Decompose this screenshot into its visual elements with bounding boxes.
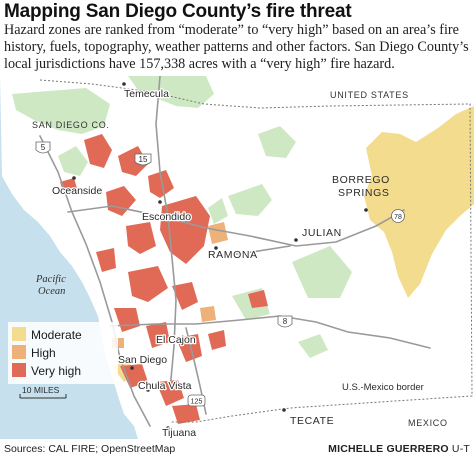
- svg-text:TECATE: TECATE: [290, 415, 334, 427]
- legend-item-very-high: Very high: [12, 363, 81, 378]
- svg-text:15: 15: [139, 155, 148, 164]
- svg-text:High: High: [31, 346, 56, 360]
- svg-text:BORREGO: BORREGO: [332, 174, 390, 186]
- highway-78-shield: 78: [391, 209, 405, 223]
- place-ramona: RAMONA: [207, 246, 258, 262]
- label-ocean: Ocean: [38, 286, 65, 297]
- place-tijuana: Tijuana: [161, 426, 198, 439]
- svg-text:Very high: Very high: [31, 364, 81, 378]
- svg-text:San Diego: San Diego: [118, 354, 167, 366]
- legend: Moderate High Very high: [8, 322, 118, 384]
- label-united-states: UNITED STATES: [330, 90, 409, 100]
- place-tecate: TECATE: [282, 408, 334, 427]
- legend-swatch-high: [12, 345, 26, 359]
- label-border: U.S.-Mexico border: [342, 382, 424, 393]
- svg-text:Escondido: Escondido: [142, 211, 191, 223]
- place-julian: JULIAN: [294, 226, 342, 242]
- legend-swatch-very-high: [12, 363, 26, 377]
- highway-8-shield: 8: [277, 315, 293, 328]
- credit: MICHELLE GUERRERO U-T: [328, 441, 470, 457]
- svg-text:Moderate: Moderate: [31, 328, 82, 342]
- svg-text:8: 8: [283, 317, 288, 326]
- place-oceanside: Oceanside: [51, 176, 104, 198]
- place-chula-vista: Chula Vista: [137, 379, 193, 394]
- svg-text:Tijuana: Tijuana: [162, 427, 196, 439]
- high-hazard-layer: [112, 222, 228, 348]
- scale-bar: 10 MILES: [19, 385, 67, 399]
- label-mexico: MEXICO: [408, 418, 448, 428]
- page-subtitle: Hazard zones are ranked from “moderate” …: [4, 22, 469, 72]
- very-high-hazard-layer: [60, 134, 268, 424]
- svg-text:El Cajon: El Cajon: [156, 334, 196, 346]
- highway-125-shield: 125: [187, 394, 206, 407]
- svg-text:78: 78: [394, 214, 402, 221]
- place-temecula: Temecula: [122, 82, 170, 101]
- svg-text:Oceanside: Oceanside: [52, 185, 102, 197]
- legend-swatch-moderate: [12, 327, 26, 341]
- highway-5-shield: 5: [35, 141, 51, 154]
- place-san-diego: San Diego: [117, 353, 168, 370]
- fire-hazard-map: 5 15 8 78 125 UNITED STATES SAN DIEGO CO…: [0, 76, 474, 439]
- svg-text:125: 125: [191, 399, 203, 406]
- legend-item-high: High: [12, 345, 56, 360]
- svg-text:5: 5: [41, 143, 46, 152]
- place-escondido: Escondido: [141, 200, 192, 224]
- legend-background: [8, 322, 118, 384]
- svg-text:JULIAN: JULIAN: [302, 227, 342, 239]
- label-san-diego-county: SAN DIEGO CO.: [32, 120, 110, 130]
- credit-org: U-T: [451, 443, 470, 455]
- svg-text:Temecula: Temecula: [124, 88, 169, 100]
- svg-text:RAMONA: RAMONA: [208, 249, 258, 261]
- credit-name: MICHELLE GUERRERO: [328, 443, 449, 455]
- svg-text:10 MILES: 10 MILES: [22, 385, 60, 395]
- legend-item-moderate: Moderate: [12, 327, 82, 342]
- county-boundary: [39, 79, 473, 423]
- svg-text:SPRINGS: SPRINGS: [338, 187, 389, 199]
- place-el-cajon: El Cajon: [155, 333, 197, 348]
- sources: Sources: CAL FIRE; OpenStreetMap: [4, 443, 176, 455]
- svg-text:Chula Vista: Chula Vista: [138, 380, 192, 392]
- label-pacific: Pacific: [35, 274, 66, 285]
- highway-15-shield: 15: [134, 153, 152, 166]
- page-title: Mapping San Diego County’s fire threat: [4, 1, 352, 22]
- place-borrego-springs: BORREGO SPRINGS: [332, 174, 390, 212]
- footer: Sources: CAL FIRE; OpenStreetMap MICHELL…: [4, 441, 470, 457]
